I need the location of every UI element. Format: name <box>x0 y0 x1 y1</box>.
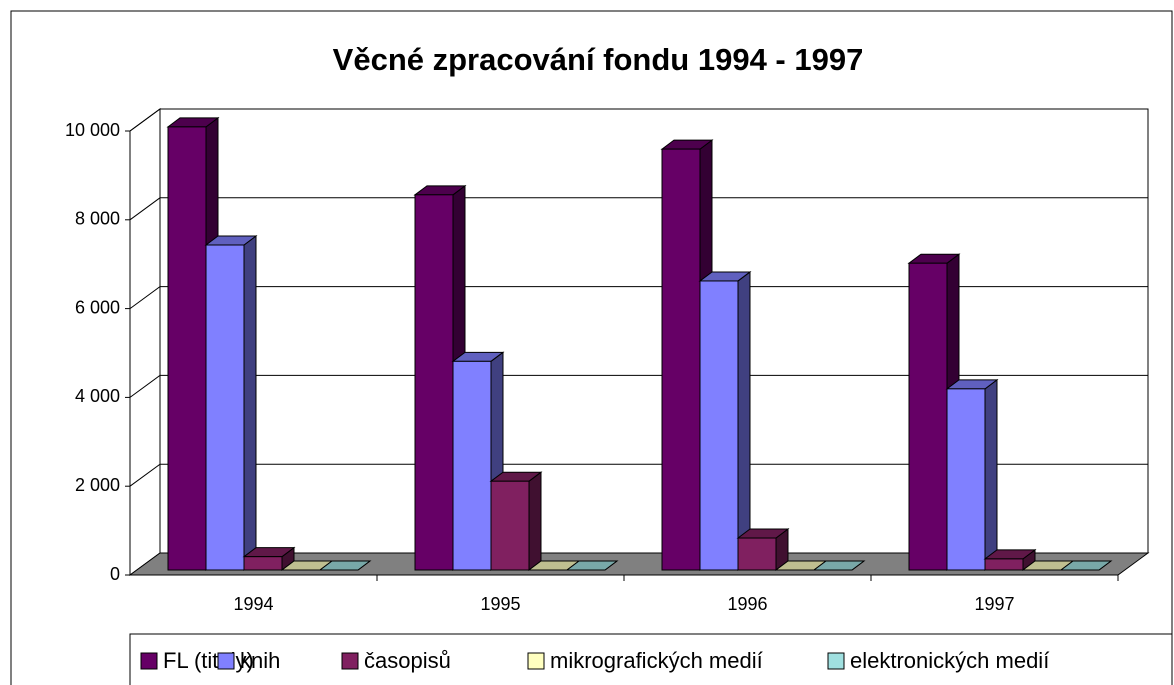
bar-side <box>243 234 257 571</box>
x-tick-label: 1997 <box>974 594 1014 614</box>
bar <box>205 244 245 571</box>
grid-line <box>129 374 1148 398</box>
grid-line <box>129 286 1148 310</box>
bar <box>984 558 1024 571</box>
bar-side <box>737 270 751 571</box>
back-wall <box>159 108 1149 554</box>
bar <box>167 126 207 571</box>
y-tick-label: 0 <box>110 564 120 584</box>
legend-label: časopisů <box>364 648 451 673</box>
bar-top <box>318 560 372 571</box>
bar-top <box>1059 560 1113 571</box>
grid-line <box>129 463 1148 487</box>
bar <box>908 262 948 571</box>
bar <box>452 360 492 571</box>
bar-side <box>528 471 542 571</box>
grid-line <box>129 108 1148 132</box>
legend-swatch <box>527 652 545 670</box>
bar <box>414 194 454 571</box>
legend-label: elektronických medií <box>850 648 1049 673</box>
bar <box>946 388 986 571</box>
bar <box>737 537 777 571</box>
y-tick-label: 10 000 <box>65 120 120 140</box>
legend-swatch <box>827 652 845 670</box>
legend-swatch <box>341 652 359 670</box>
x-tick-label: 1995 <box>480 594 520 614</box>
y-tick-label: 8 000 <box>75 209 120 229</box>
legend-label: FL (tituly) <box>163 648 254 673</box>
y-tick-label: 2 000 <box>75 475 120 495</box>
legend-label: mikrografických medií <box>550 648 763 673</box>
bar-top <box>812 560 866 571</box>
bar <box>699 280 739 571</box>
side-wall <box>129 108 161 576</box>
bar <box>490 480 530 571</box>
legend-swatch <box>140 652 158 670</box>
legend <box>129 633 1173 685</box>
grid-line <box>129 197 1148 221</box>
legend-swatch <box>217 652 235 670</box>
bar-side <box>984 378 998 571</box>
chart-frame <box>10 10 1173 685</box>
chart-title: Věcné zpracování fondu 1994 - 1997 <box>333 42 864 77</box>
bar <box>243 556 283 571</box>
bar <box>661 148 701 571</box>
x-tick-label: 1994 <box>233 594 273 614</box>
y-tick-label: 6 000 <box>75 297 120 317</box>
y-tick-label: 4 000 <box>75 386 120 406</box>
bar-top <box>565 560 619 571</box>
x-tick-label: 1996 <box>727 594 767 614</box>
legend-label: knih <box>240 648 280 673</box>
